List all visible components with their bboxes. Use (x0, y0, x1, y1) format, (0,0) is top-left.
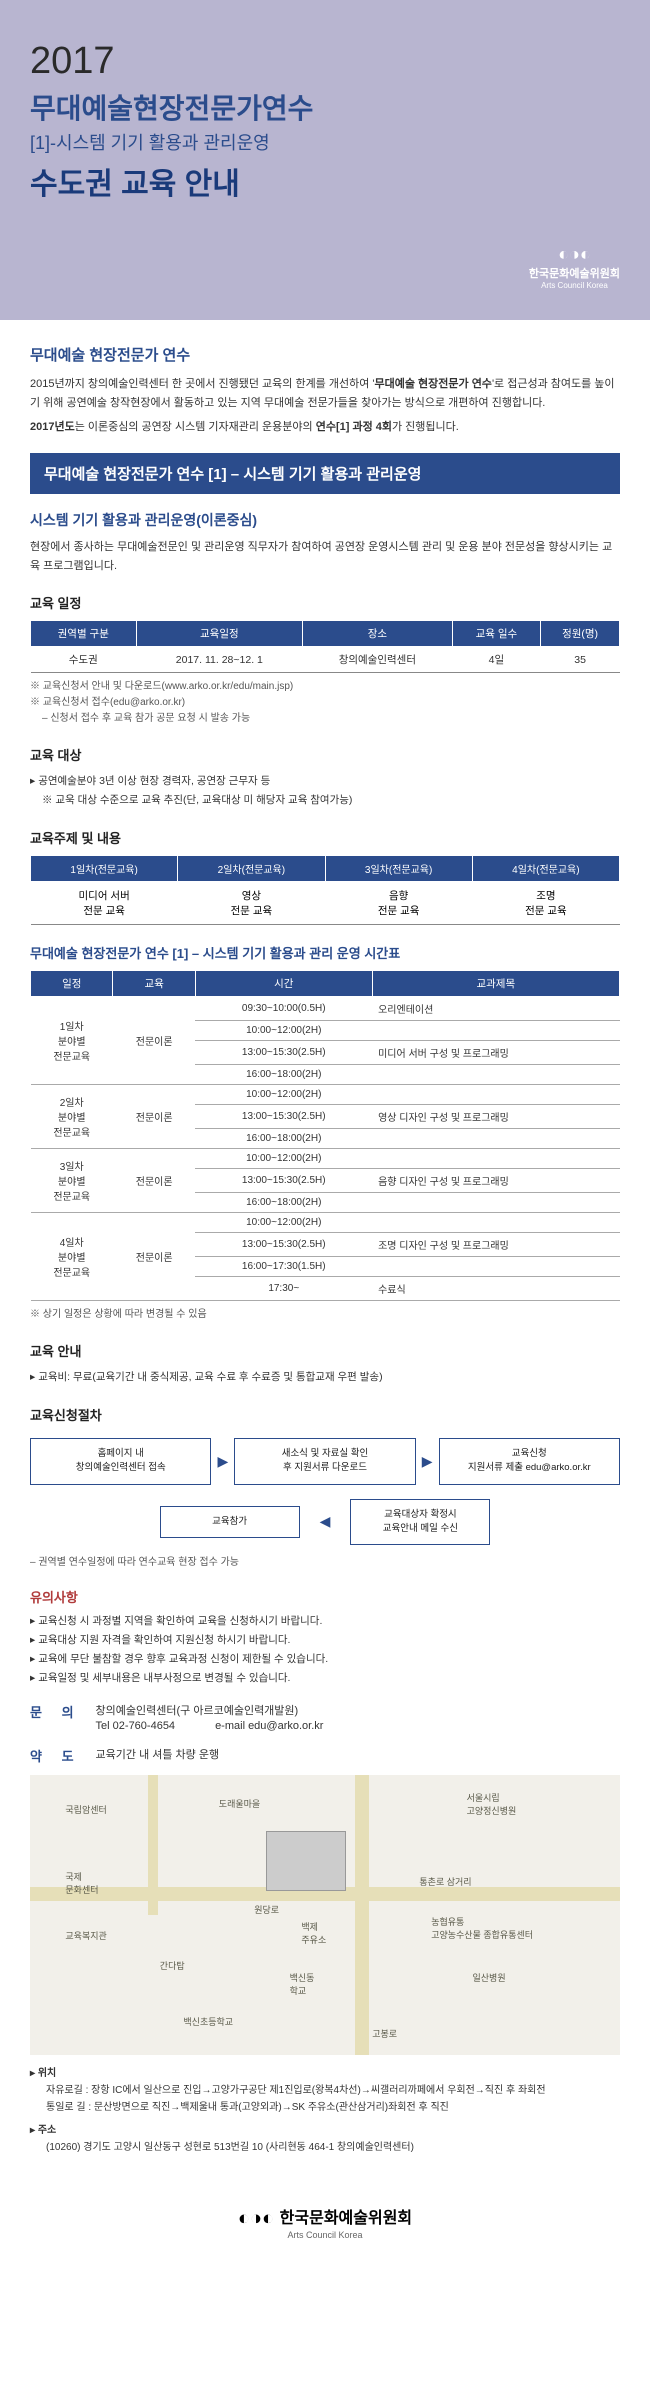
sch-col-4: 정원(명) (541, 621, 620, 647)
header-banner: 2017 무대예술현장전문가연수 [1]-시스템 기기 활용과 관리운영 수도권… (0, 0, 650, 320)
contact-route: 약 도 교육기간 내 셔틀 차량 운행 (30, 1746, 620, 1765)
schedule-heading: 교육 일정 (30, 593, 620, 612)
theory-heading: 시스템 기기 활용과 관리운영(이론중심) (30, 510, 620, 530)
title-bold: 수도권 교육 안내 (30, 159, 620, 203)
sch-col-2: 장소 (303, 621, 452, 647)
intro-p2: 2017년도는 이론중심의 공연장 시스템 기자재관리 운용분야의 연수[1] … (30, 418, 620, 437)
theory-body: 현장에서 종사하는 무대예술전문인 및 관리운영 직무자가 참여하여 공연장 운… (30, 538, 620, 575)
flow-step-2: 새소식 및 자료실 확인 후 지원서류 다운로드 (234, 1438, 415, 1485)
timetable-heading: 무대예술 현장전문가 연수 [1] – 시스템 기기 활용과 관리 운영 시간표 (30, 943, 620, 962)
flow-step-4: 교육대상자 확정시 교육안내 메일 수신 (350, 1499, 490, 1546)
schedule-notes: ※ 교육신청서 안내 및 다운로드(www.arko.or.kr/edu/mai… (30, 679, 620, 727)
contact-inquiry: 문 의 창의예술인력센터(구 아르코예술인력개발원) Tel 02-760-46… (30, 1702, 620, 1732)
flow-step-1: 홈페이지 내 창의예술인력센터 접속 (30, 1438, 211, 1485)
location-text: ▸ 위치 자유로길 : 장항 IC에서 일산으로 진입→고양가구공단 제1진입로… (30, 2065, 620, 2156)
year: 2017 (30, 40, 620, 83)
arrow-icon: ◀ (320, 1513, 331, 1530)
intro-heading: 무대예술 현장전문가 연수 (30, 344, 620, 365)
apply-flow-2: 교육참가 ◀ 교육대상자 확정시 교육안내 메일 수신 (30, 1499, 620, 1546)
flow-step-3: 교육신청 지원서류 제출 edu@arko.or.kr (439, 1438, 620, 1485)
title-sub: [1]-시스템 기기 활용과 관리운영 (30, 129, 620, 155)
footer-logo: ◐◑◐ 한국문화예술위원회 Arts Council Korea (0, 2180, 650, 2264)
schedule-table: 권역별 구분 교육일정 장소 교육 일수 정원(명) 수도권 2017. 11.… (30, 620, 620, 673)
sch-col-0: 권역별 구분 (31, 621, 137, 647)
arrow-icon: ▶ (217, 1453, 228, 1470)
intro-p1: 2015년까지 창의예술인력센터 한 곳에서 진행됐던 교육의 한계를 개선하여… (30, 375, 620, 412)
timetable: 일정 교육 시간 교과제목 1일차 분야별 전문교육전문이론09:30~10:0… (30, 970, 620, 1301)
target-heading: 교육 대상 (30, 745, 620, 764)
info-heading: 교육 안내 (30, 1341, 620, 1360)
info-fee: 교육비: 무료(교육기간 내 중식제공, 교육 수료 후 수료증 및 통합교재 … (30, 1368, 620, 1387)
program-banner: 무대예술 현장전문가 연수 [1] – 시스템 기기 활용과 관리운영 (30, 453, 620, 494)
flow-step-5: 교육참가 (160, 1506, 300, 1538)
title-main: 무대예술현장전문가연수 (30, 87, 620, 127)
apply-heading: 교육신청절차 (30, 1405, 620, 1424)
target-list: 공연예술분야 3년 이상 현장 경력자, 공연장 근무자 등 ※ 교욱 대상 수… (30, 772, 620, 810)
timetable-note: ※ 상기 일정은 상황에 따라 변경될 수 있음 (30, 1307, 620, 1323)
warn-heading: 유의사항 (30, 1587, 620, 1606)
topics-table: 1일차(전문교육) 2일차(전문교육) 3일차(전문교육) 4일차(전문교육) … (30, 855, 620, 925)
map: 국립암센터 국제 문화센터 교육복지관 도래울마을 서울시립 고양정신병원 통촌… (30, 1775, 620, 2055)
sch-col-1: 교육일정 (136, 621, 303, 647)
apply-flow: 홈페이지 내 창의예술인력센터 접속 ▶ 새소식 및 자료실 확인 후 지원서류… (30, 1438, 620, 1485)
sch-col-3: 교육 일수 (452, 621, 541, 647)
header-logo: ◐◑◐ 한국문화예술위원회 Arts Council Korea (529, 244, 620, 290)
topics-heading: 교육주제 및 내용 (30, 828, 620, 847)
apply-note: – 권역별 연수일정에 따라 연수교육 현장 접수 가능 (30, 1555, 620, 1571)
warn-list: 교육신청 시 과정별 지역을 확인하여 교육을 신청하시기 바랍니다. 교육대상… (30, 1612, 620, 1688)
arrow-icon: ▶ (422, 1453, 433, 1470)
